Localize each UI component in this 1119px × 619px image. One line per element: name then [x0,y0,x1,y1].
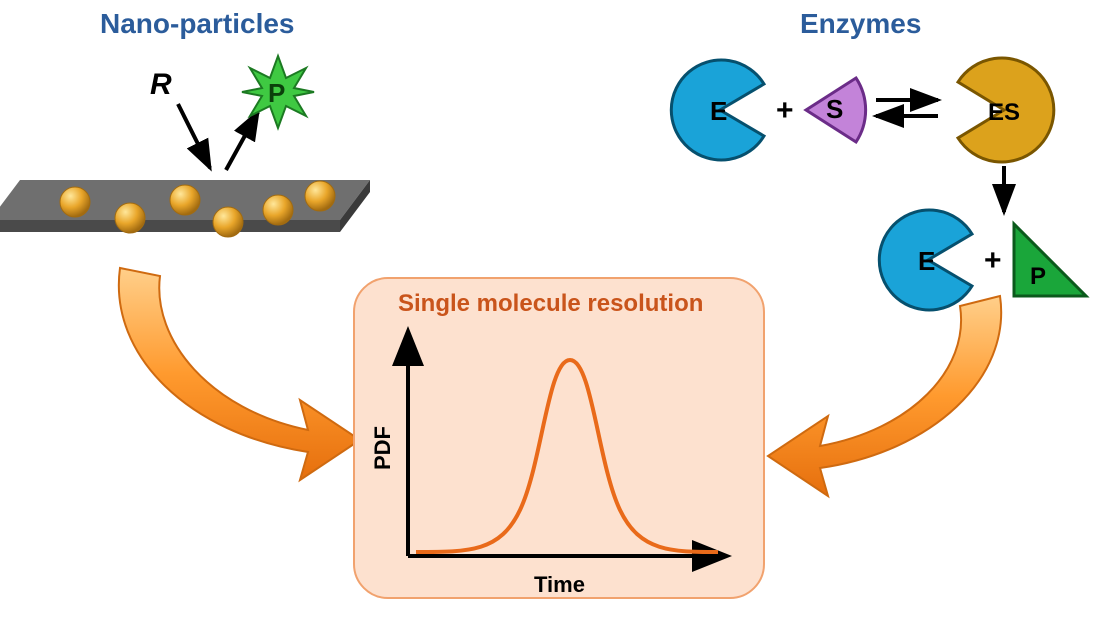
diagram-stage: Nano-particles Enzymes R [0,0,1119,619]
big-arrow-left-icon [119,268,360,480]
axis-x-label: Time [534,572,585,597]
big-arrow-right-icon [768,296,1001,496]
title-center: Single molecule resolution [398,290,703,318]
axis-y-label: PDF [370,426,395,470]
